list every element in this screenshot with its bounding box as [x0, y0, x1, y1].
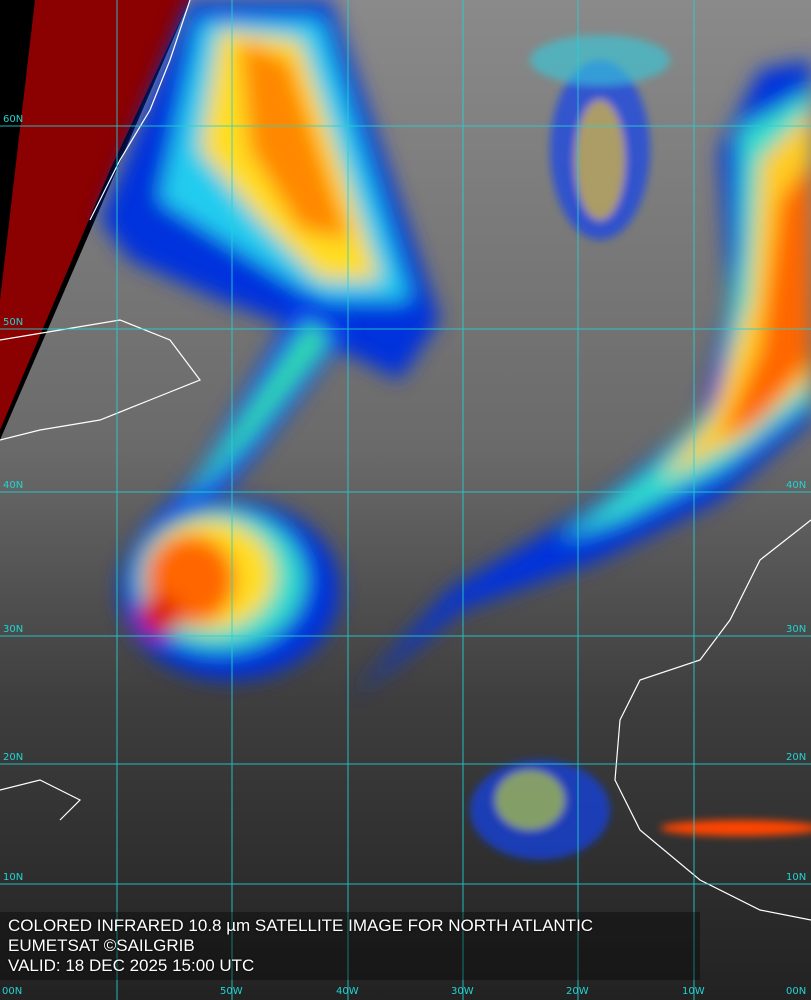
lon-label-50w: 50W	[220, 986, 243, 997]
trailing-cold-front	[140, 300, 350, 540]
lat-label-20n: 20N	[3, 752, 24, 763]
lat-label-40n: 40N	[3, 480, 24, 491]
caption-credit: EUMETSAT ©SAILGRIB	[8, 936, 195, 955]
low-pressure-cluster	[120, 500, 340, 680]
cold-edge-region	[0, 0, 190, 430]
lat-label-10n-right: 10N	[786, 872, 807, 883]
lon-label-10w: 10W	[682, 986, 705, 997]
lat-label-60n: 60N	[3, 114, 24, 125]
coastlines	[0, 0, 811, 921]
lat-label-20n-right: 20N	[786, 752, 807, 763]
lat-label-30n-right: 30N	[786, 624, 807, 635]
lat-label-30n: 30N	[3, 624, 24, 635]
lon-label-right: 00N	[786, 986, 807, 997]
tropical-convection	[470, 760, 811, 860]
lat-label-40n-right: 40N	[786, 480, 807, 491]
northwest-cloud-band	[100, 0, 440, 380]
caption-backdrop	[0, 912, 700, 980]
mid-atlantic-showers	[530, 35, 670, 240]
lat-label-10n: 10N	[3, 872, 24, 883]
lat-label-50n: 50N	[3, 317, 24, 328]
eastern-frontal-band	[350, 60, 811, 700]
lon-label-30w: 30W	[451, 986, 474, 997]
image-caption: COLORED INFRARED 10.8 µm SATELLITE IMAGE…	[8, 916, 593, 976]
lon-label-40w: 40W	[336, 986, 359, 997]
lon-label-20w: 20W	[566, 986, 589, 997]
lon-label-left: 00N	[2, 986, 23, 997]
caption-valid-time: VALID: 18 DEC 2025 15:00 UTC	[8, 956, 255, 975]
caption-title: COLORED INFRARED 10.8 µm SATELLITE IMAGE…	[8, 916, 594, 935]
